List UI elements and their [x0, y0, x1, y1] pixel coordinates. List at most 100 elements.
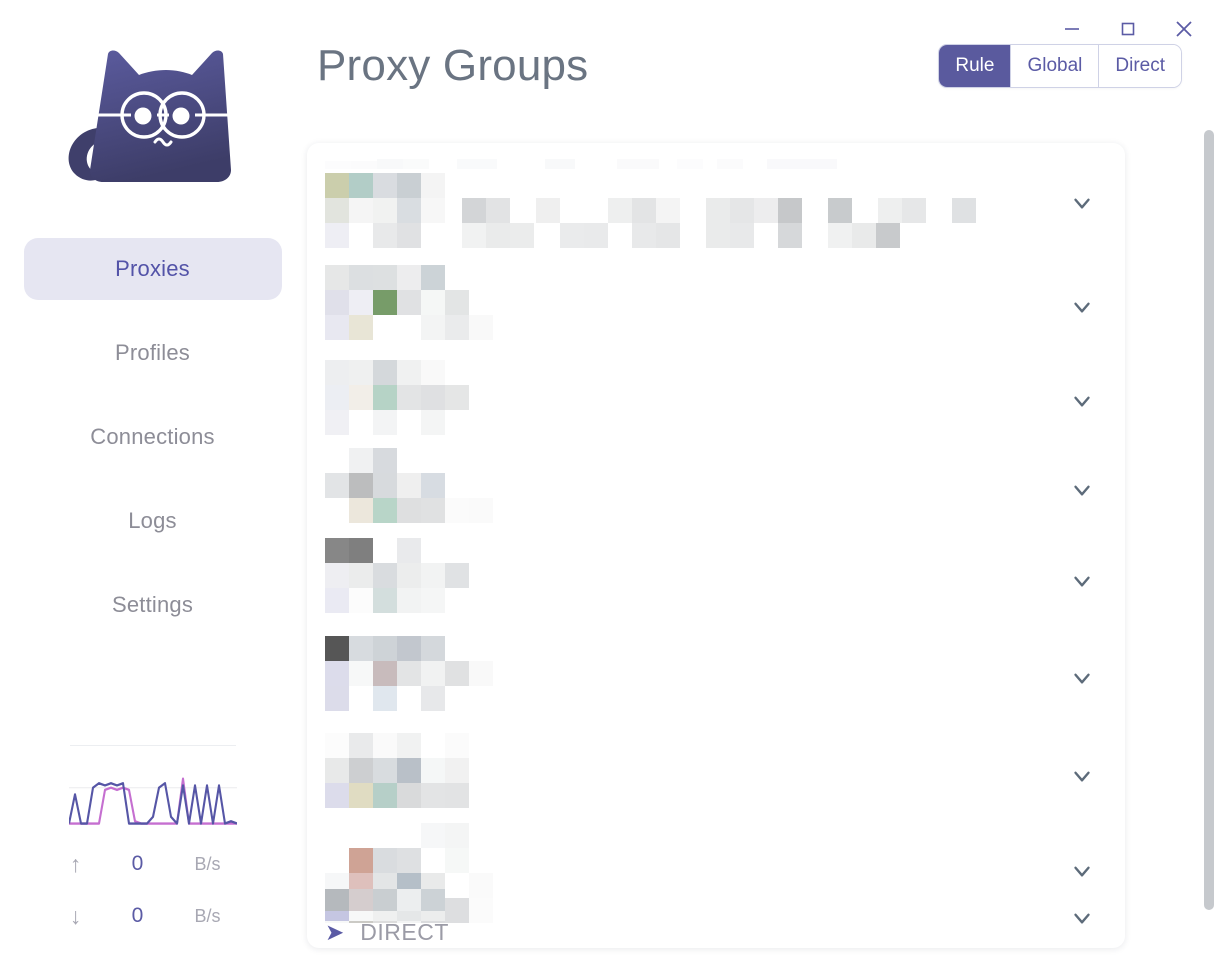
- censored-text-block: [397, 563, 421, 588]
- censored-text-block: [706, 223, 730, 248]
- close-button[interactable]: [1156, 6, 1212, 52]
- vertical-scrollbar-track[interactable]: [1204, 120, 1214, 940]
- censored-text-block: [421, 315, 445, 340]
- proxy-group-row[interactable]: [307, 358, 1125, 444]
- sidebar-item-label: Settings: [111, 592, 194, 617]
- download-speed-value: 0: [131, 904, 144, 927]
- proxy-group-row[interactable]: [307, 731, 1125, 821]
- censored-text-block: [445, 661, 469, 686]
- proxy-group-row[interactable]: [307, 885, 1125, 948]
- chevron-down-icon[interactable]: [1069, 190, 1095, 216]
- censored-text-block: [349, 448, 373, 473]
- proxy-group-row[interactable]: [307, 536, 1125, 626]
- censored-text-block: [445, 898, 469, 923]
- proxy-group-row[interactable]: [307, 821, 1125, 923]
- censored-text-block: [373, 498, 397, 523]
- censored-text-block: [445, 290, 469, 315]
- censored-text-block: [325, 385, 349, 410]
- page-title: Proxy Groups: [317, 41, 589, 90]
- censored-text-block: [445, 498, 469, 523]
- traffic-upload-row: ↑ 0 B/s: [53, 838, 253, 890]
- arrow-down-icon: ↓: [69, 902, 82, 929]
- chevron-down-icon[interactable]: [1069, 763, 1095, 789]
- proxy-group-row[interactable]: [307, 261, 1125, 353]
- censored-text-block: [325, 783, 349, 808]
- censored-text-block: [373, 385, 397, 410]
- censored-text-block: [421, 889, 445, 911]
- maximize-button[interactable]: [1100, 6, 1156, 52]
- censored-text-block: [421, 173, 445, 198]
- censored-text-block: [349, 385, 373, 410]
- chevron-down-icon[interactable]: [1069, 858, 1095, 884]
- sidebar-item-connections[interactable]: Connections: [24, 406, 282, 468]
- censored-text-block: [677, 159, 703, 169]
- censored-text-block: [325, 161, 351, 169]
- sidebar-item-profiles[interactable]: Profiles: [24, 322, 282, 384]
- proxy-group-row[interactable]: [307, 151, 1125, 255]
- censored-text-block: [373, 889, 397, 911]
- censored-text-block: [421, 265, 445, 290]
- censored-text-block: [397, 588, 421, 613]
- censored-text-block: [828, 198, 852, 223]
- maximize-icon: [1117, 18, 1139, 40]
- censored-text-block: [397, 360, 421, 385]
- sidebar-item-logs[interactable]: Logs: [24, 490, 282, 552]
- mode-button-rule[interactable]: Rule: [939, 45, 1012, 87]
- mode-button-direct[interactable]: Direct: [1099, 45, 1181, 87]
- mode-button-label: Rule: [955, 55, 995, 76]
- censored-text-block: [373, 636, 397, 661]
- censored-text-block: [421, 360, 445, 385]
- sidebar-item-label: Proxies: [115, 256, 190, 281]
- censored-text-block: [457, 159, 497, 169]
- vertical-scrollbar-thumb[interactable]: [1204, 130, 1214, 910]
- minimize-button[interactable]: [1044, 6, 1100, 52]
- chevron-down-icon[interactable]: [1069, 905, 1095, 931]
- mode-button-global[interactable]: Global: [1011, 45, 1100, 87]
- censored-text-block: [349, 173, 373, 198]
- censored-text-block: [536, 198, 560, 223]
- chevron-down-icon[interactable]: [1069, 388, 1095, 414]
- censored-text-block: [397, 385, 421, 410]
- direct-proxy-label: DIRECT: [360, 919, 449, 945]
- censored-text-block: [373, 783, 397, 808]
- censored-text-block: [325, 538, 349, 563]
- censored-text-block: [421, 588, 445, 613]
- censored-text-block: [349, 538, 373, 563]
- chevron-down-icon[interactable]: [1069, 477, 1095, 503]
- censored-text-block: [373, 686, 397, 711]
- censored-text-block: [373, 448, 397, 473]
- censored-text-block: [373, 290, 397, 315]
- direct-proxy-row[interactable]: ➤ DIRECT: [325, 919, 449, 946]
- download-speed-unit: B/s: [194, 905, 221, 926]
- sidebar-item-settings[interactable]: Settings: [24, 574, 282, 636]
- censored-text-block: [421, 636, 445, 661]
- sidebar-item-proxies[interactable]: Proxies: [23, 238, 282, 300]
- chevron-down-icon[interactable]: [1069, 294, 1095, 320]
- censored-text-block: [486, 198, 510, 223]
- proxy-mode-selector: Rule Global Direct: [938, 44, 1182, 88]
- censored-text-block: [421, 686, 445, 711]
- censored-text-block: [373, 198, 397, 223]
- censored-text-block: [349, 473, 373, 498]
- traffic-panel: ↑ 0 B/s ↓ 0 B/s: [23, 745, 283, 956]
- censored-text-block: [397, 758, 421, 783]
- censored-text-block: [349, 588, 373, 613]
- censored-text-block: [421, 783, 445, 808]
- upload-speed-unit: B/s: [194, 853, 221, 874]
- chevron-down-icon[interactable]: [1069, 665, 1095, 691]
- proxy-group-row[interactable]: [307, 446, 1125, 534]
- sidebar-item-label: Logs: [128, 508, 177, 533]
- censored-text-block: [349, 265, 373, 290]
- censored-text-block: [397, 473, 421, 498]
- censored-text-block: [349, 889, 373, 911]
- censored-text-block: [325, 758, 349, 783]
- censored-text-block: [373, 265, 397, 290]
- proxy-group-row[interactable]: [307, 628, 1125, 728]
- censored-text-block: [421, 498, 445, 523]
- censored-text-block: [325, 223, 349, 248]
- chevron-down-icon[interactable]: [1069, 568, 1095, 594]
- censored-text-block: [462, 223, 486, 248]
- censored-text-block: [373, 911, 397, 921]
- censored-text-block: [445, 758, 469, 783]
- censored-text-block: [373, 563, 397, 588]
